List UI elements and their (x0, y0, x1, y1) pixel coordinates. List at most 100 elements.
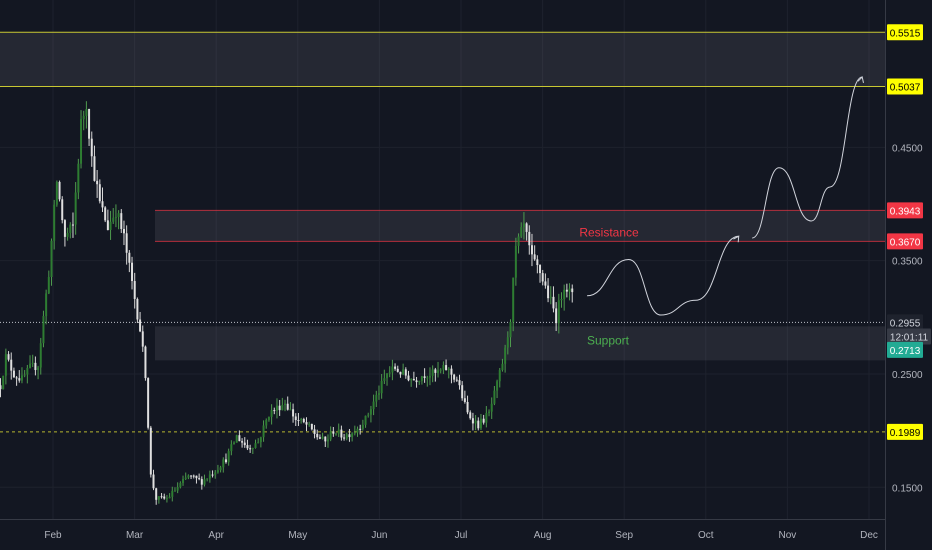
candle-body (93, 156, 96, 181)
candle-body (37, 367, 40, 371)
candle-body (533, 254, 536, 260)
candle-body (275, 405, 278, 411)
candle-body (568, 288, 571, 292)
price-tick: 0.4500 (892, 143, 923, 154)
candle-body (455, 379, 458, 381)
candle-body (463, 398, 466, 402)
candles-layer (0, 101, 574, 505)
candle-body (300, 419, 303, 421)
candle-body (23, 374, 26, 376)
candle-body (437, 370, 440, 373)
candle-body (29, 363, 32, 368)
candle-body (453, 374, 456, 380)
price-tag-label: 0.2713 (890, 346, 921, 357)
candle-body (187, 475, 190, 478)
candle-body (506, 337, 509, 348)
candle-body (386, 373, 389, 379)
candle-body (509, 322, 512, 338)
candle-body (144, 346, 147, 379)
candle-body (85, 109, 88, 116)
candle-body (117, 213, 120, 218)
candle-body (179, 482, 182, 488)
candle-body (536, 259, 539, 266)
candle-body (15, 377, 18, 379)
candle-body (544, 281, 547, 286)
candle-body (479, 418, 482, 429)
candle-body (501, 363, 504, 371)
time-tick-oct: Oct (698, 530, 714, 541)
candle-body (345, 434, 348, 439)
candle-body (359, 428, 362, 430)
candle-body (496, 381, 499, 391)
candle-body (147, 378, 150, 428)
candle-body (356, 428, 359, 433)
candle-body (530, 245, 533, 255)
candle-body (294, 416, 297, 420)
candle-body (426, 377, 429, 379)
candle-body (98, 184, 101, 202)
candle-body (168, 496, 171, 499)
candle-body (337, 429, 340, 434)
candle-body (571, 288, 574, 293)
time-tick-jun: Jun (371, 530, 387, 541)
candle-body (353, 432, 356, 434)
candle-body (96, 180, 99, 185)
candle-body (219, 467, 222, 471)
candle-body (224, 459, 227, 463)
price-tag-label: 0.5515 (890, 28, 921, 39)
time-tick-nov: Nov (779, 530, 797, 541)
candle-body (415, 380, 418, 383)
candle-body (0, 385, 2, 390)
candle-body (128, 252, 131, 263)
candle-body (517, 236, 520, 246)
candle-body (136, 298, 139, 320)
candle-body (348, 434, 351, 438)
price-tick: 0.1500 (892, 483, 923, 494)
price-tag-label: 0.2955 (890, 318, 921, 329)
time-tick-sep: Sep (615, 530, 633, 541)
candle-body (372, 401, 375, 410)
candle-body (394, 366, 397, 369)
candle-body (466, 401, 469, 413)
price-axis-ticks: 0.4500 0.3500 0.2500 0.1500 (892, 143, 923, 494)
candle-body (176, 487, 179, 491)
projection-arrowhead-1 (733, 235, 740, 243)
candle-body (310, 423, 313, 430)
candle-body (149, 427, 152, 475)
candle-body (4, 354, 7, 376)
candle-body (388, 372, 391, 374)
candle-body (190, 475, 193, 477)
candle-body (367, 414, 370, 416)
candle-body (469, 412, 472, 419)
candle-body (498, 370, 501, 382)
candle-body (254, 443, 257, 449)
candle-body (200, 479, 203, 485)
resistance-zone-label: Resistance (579, 225, 639, 239)
candle-body (407, 375, 410, 381)
price-tick: 0.2500 (892, 370, 923, 381)
candle-body (238, 435, 241, 442)
candle-body (520, 227, 523, 237)
candle-body (273, 410, 276, 412)
candle-body (281, 405, 284, 411)
candle-body (55, 181, 58, 205)
candle-body (222, 459, 225, 468)
candle-body (297, 419, 300, 421)
candle-body (474, 420, 477, 424)
candle-body (241, 441, 244, 443)
price-tag-label: 0.1989 (890, 428, 921, 439)
candle-body (141, 331, 144, 347)
candle-body (163, 496, 166, 499)
candle-body (42, 316, 45, 344)
candle-body (262, 425, 265, 438)
price-tag-bg (887, 24, 923, 41)
candle-body (82, 115, 85, 120)
candle-body (377, 393, 380, 395)
candle-body (539, 265, 542, 274)
candle-body (77, 163, 80, 193)
candle-body (412, 378, 415, 381)
candle-body (2, 375, 5, 390)
candle-body (20, 375, 23, 381)
candle-body (391, 366, 394, 373)
